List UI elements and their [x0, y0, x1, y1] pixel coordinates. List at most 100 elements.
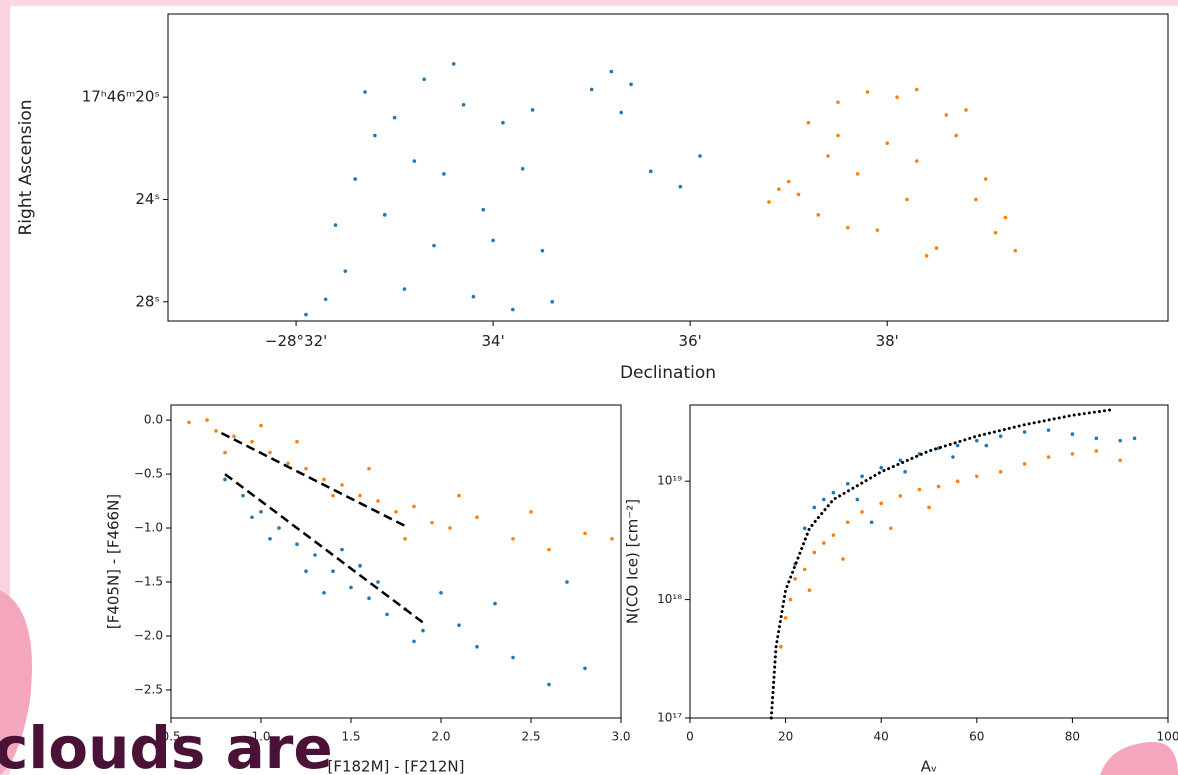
- y-tick-label: −2.5: [134, 682, 163, 696]
- point: [323, 297, 328, 302]
- point: [1070, 452, 1075, 456]
- x-tick-label: 0: [686, 730, 694, 744]
- point: [629, 82, 633, 87]
- point: [767, 200, 771, 204]
- fit-line: [224, 473, 428, 627]
- point: [955, 443, 960, 448]
- point: [331, 569, 335, 574]
- point: [550, 300, 555, 304]
- decor-blob: [0, 590, 32, 775]
- y-tick-label: −0.5: [134, 467, 163, 481]
- point: [888, 526, 893, 531]
- point: [936, 484, 941, 489]
- point: [475, 515, 479, 520]
- point: [232, 434, 236, 439]
- point: [547, 547, 551, 552]
- y-tick-label: −2.0: [134, 628, 163, 642]
- point: [250, 439, 254, 444]
- point: [392, 115, 397, 120]
- point: [451, 62, 456, 66]
- point: [530, 108, 535, 112]
- point: [1070, 432, 1075, 436]
- x-axis-label: [F182M] - [F212N]: [327, 758, 464, 775]
- y-axis-label: Right Ascension: [16, 100, 36, 236]
- point: [373, 133, 377, 138]
- point: [831, 490, 836, 495]
- x-tick-label: 3.0: [611, 730, 630, 744]
- x-tick-label: 40: [874, 730, 889, 744]
- y-axis-label: N(CO Ice) [cm⁻²]: [624, 499, 642, 624]
- point: [412, 159, 417, 163]
- point: [471, 294, 476, 299]
- point: [367, 596, 371, 600]
- point: [860, 510, 864, 514]
- point: [277, 526, 281, 530]
- point: [1118, 458, 1122, 463]
- point: [875, 228, 880, 232]
- y-tick-label: 10¹⁹: [657, 474, 682, 488]
- point: [812, 550, 817, 555]
- point: [944, 113, 949, 117]
- point: [975, 438, 979, 443]
- point: [304, 312, 308, 317]
- point: [223, 450, 227, 455]
- y-tick-label: 28ˢ: [135, 292, 160, 310]
- point: [520, 166, 525, 171]
- point: [779, 644, 783, 649]
- y-tick-label: 24ˢ: [135, 190, 160, 208]
- point: [609, 69, 614, 74]
- point: [223, 477, 227, 482]
- left-strip: [0, 0, 10, 775]
- point: [501, 120, 505, 125]
- point: [917, 487, 922, 492]
- point: [529, 510, 533, 514]
- point: [1046, 455, 1051, 459]
- point: [589, 87, 594, 92]
- point: [903, 470, 907, 474]
- point: [974, 197, 978, 202]
- point: [984, 443, 989, 448]
- point: [879, 501, 883, 506]
- point: [816, 213, 821, 217]
- point: [268, 537, 272, 541]
- point: [826, 154, 830, 158]
- point: [993, 230, 998, 235]
- point: [358, 493, 362, 498]
- point: [802, 567, 807, 572]
- point: [333, 223, 338, 227]
- point: [846, 225, 850, 230]
- point: [412, 639, 416, 644]
- point: [583, 531, 587, 536]
- x-axis-label: Aᵥ: [921, 758, 938, 775]
- x-tick-label: 2.5: [521, 730, 540, 744]
- point: [442, 172, 446, 176]
- point: [583, 666, 587, 671]
- decor-blob: [1100, 741, 1178, 775]
- point: [869, 520, 874, 525]
- point: [422, 77, 426, 82]
- point: [807, 588, 812, 593]
- point: [822, 541, 826, 545]
- y-tick-label: −1.5: [134, 575, 163, 589]
- point: [845, 482, 850, 486]
- point: [491, 238, 495, 243]
- x-tick-label: 34': [482, 332, 505, 350]
- x-tick-label: 0.5: [161, 730, 180, 744]
- point: [250, 515, 254, 520]
- x-tick-label: 1.0: [251, 730, 270, 744]
- point: [895, 95, 899, 99]
- point: [955, 479, 960, 483]
- point: [304, 466, 308, 471]
- point: [421, 628, 425, 633]
- slide-heading: clouds are: [0, 714, 333, 775]
- point: [796, 192, 801, 197]
- point: [331, 493, 335, 498]
- point: [340, 547, 344, 552]
- point: [879, 465, 883, 470]
- point: [836, 100, 840, 105]
- point: [934, 246, 939, 250]
- point: [540, 248, 545, 253]
- x-tick-label: 36': [679, 332, 702, 350]
- point: [187, 420, 191, 425]
- point: [806, 120, 811, 125]
